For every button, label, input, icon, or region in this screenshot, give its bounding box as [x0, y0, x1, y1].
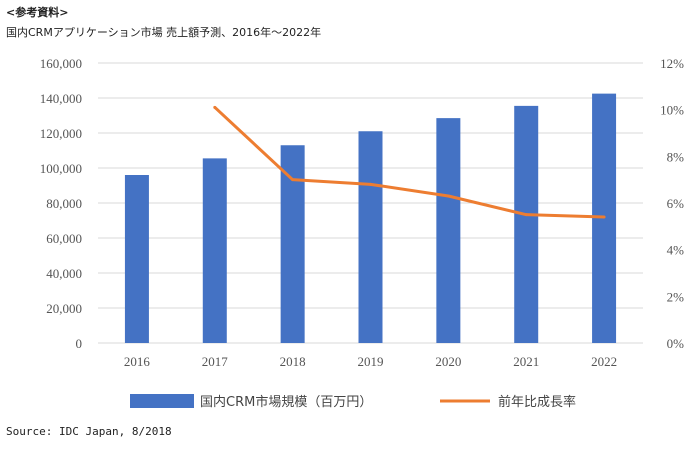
- left-tick-label: 60,000: [46, 231, 82, 246]
- bar-2020: [436, 118, 461, 343]
- right-axis: 0% 2% 4% 6% 8% 10% 12%: [660, 56, 684, 351]
- left-tick-label: 160,000: [40, 56, 82, 71]
- growth-line-series: [213, 105, 606, 219]
- bar-2016: [124, 175, 149, 343]
- x-axis: 2016 2017 2018 2019 2020 2021 2022: [124, 354, 617, 369]
- bar-2017: [202, 158, 227, 343]
- right-tick-label: 10%: [660, 103, 684, 118]
- left-tick-label: 80,000: [46, 196, 82, 211]
- right-tick-label: 4%: [667, 243, 685, 258]
- growth-point-2018: [291, 178, 295, 182]
- left-tick-label: 40,000: [46, 266, 82, 281]
- legend: 国内CRM市場規模（百万円） 前年比成長率: [130, 394, 576, 410]
- x-tick-label: 2017: [202, 354, 229, 369]
- growth-rate-line: [213, 106, 605, 219]
- right-tick-label: 8%: [667, 149, 685, 164]
- growth-point-2019: [369, 182, 372, 186]
- left-tick-label: 100,000: [40, 161, 82, 176]
- x-tick-label: 2022: [591, 354, 617, 369]
- bar-series: [124, 93, 617, 343]
- growth-point-2022: [602, 215, 606, 219]
- growth-point-2021: [524, 213, 528, 217]
- growth-point-2017: [213, 105, 217, 109]
- right-tick-label: 0%: [667, 336, 685, 351]
- bar-2021: [514, 105, 539, 343]
- growth-point-2020: [446, 194, 450, 198]
- x-tick-label: 2020: [435, 354, 461, 369]
- x-tick-label: 2021: [513, 354, 539, 369]
- left-axis: 0 20,000 40,000 60,000 80,000 100,000 120,000 1…: [40, 56, 82, 351]
- right-tick-label: 6%: [667, 196, 685, 211]
- left-tick-label: 120,000: [40, 126, 82, 141]
- left-tick-label: 0: [76, 336, 83, 351]
- bar-2019: [358, 131, 383, 343]
- bar-2018: [280, 145, 305, 343]
- reference-note-label: <参考資料>: [6, 6, 69, 19]
- legend-bar-label: 国内CRM市場規模（百万円）: [200, 394, 372, 410]
- left-tick-label: 140,000: [40, 91, 82, 106]
- left-tick-label: 20,000: [46, 301, 82, 316]
- chart-title: 国内CRMアプリケーション市場 売上額予測、2016年～2022年: [6, 26, 322, 39]
- legend-line-label: 前年比成長率: [498, 394, 576, 410]
- source-note: Source: IDC Japan, 8/2018: [6, 425, 172, 438]
- right-tick-label: 2%: [667, 289, 685, 304]
- legend-bar-swatch: [130, 394, 194, 408]
- x-tick-label: 2018: [280, 354, 306, 369]
- x-tick-label: 2016: [124, 354, 151, 369]
- x-tick-label: 2019: [358, 354, 384, 369]
- right-tick-label: 12%: [660, 56, 684, 71]
